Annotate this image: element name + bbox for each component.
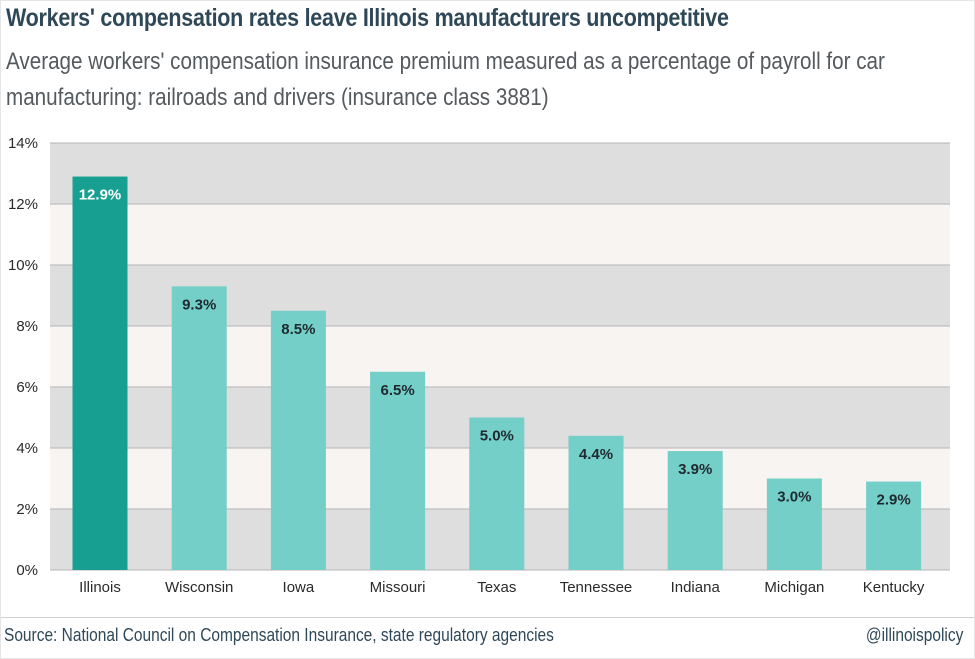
bar-iowa xyxy=(270,310,326,570)
x-tick-label: Tennessee xyxy=(560,579,633,596)
bar-kentucky xyxy=(866,481,922,570)
bar-indiana xyxy=(667,451,723,570)
x-tick-label: Iowa xyxy=(283,579,315,596)
bar-value-label: 2.9% xyxy=(876,492,910,509)
y-axis: 0% 2% 4% 6% 8% 10% 12% 14% xyxy=(8,135,38,579)
x-axis: Illinois Wisconsin Iowa Missouri Texas Tennes… xyxy=(79,579,925,596)
bar-value-label: 3.0% xyxy=(777,489,811,506)
bars: 12.9% 9.3% 8.5% 6.5% 5.0% 4.4% 3.9% 3.0% 2.9% xyxy=(72,176,922,571)
y-tick-label: 10% xyxy=(8,257,38,274)
bar-tennessee xyxy=(568,435,624,570)
y-tick-label: 8% xyxy=(16,318,38,335)
y-tick-label: 12% xyxy=(8,196,38,213)
bar-value-label: 6.5% xyxy=(380,382,414,399)
x-tick-label: Missouri xyxy=(370,579,426,596)
bar-texas xyxy=(469,417,525,570)
bar-value-label: 5.0% xyxy=(480,428,514,445)
source-note: Source: National Council on Compensation… xyxy=(4,625,554,645)
x-tick-label: Indiana xyxy=(671,579,721,596)
x-tick-label: Michigan xyxy=(764,579,824,596)
x-tick-label: Kentucky xyxy=(863,579,925,596)
y-tick-label: 0% xyxy=(16,562,38,579)
chart-subtitle: Average workers' compensation insurance … xyxy=(6,48,885,111)
bar-michigan xyxy=(766,478,822,570)
x-tick-label: Illinois xyxy=(79,579,121,596)
y-tick-label: 2% xyxy=(16,501,38,518)
x-tick-label: Wisconsin xyxy=(165,579,233,596)
bar-value-label: 8.5% xyxy=(281,321,315,338)
footer-divider xyxy=(0,617,975,618)
bar-value-label: 3.9% xyxy=(678,461,712,478)
chart-title: Workers' compensation rates leave Illino… xyxy=(6,4,729,32)
x-tick-label: Texas xyxy=(477,579,516,596)
y-tick-label: 4% xyxy=(16,440,38,457)
bar-illinois xyxy=(72,176,128,571)
y-tick-label: 14% xyxy=(8,135,38,152)
bar-chart: 0% 2% 4% 6% 8% 10% 12% 14% 12.9% 9.3% 8.5% 6.5% 5.0… xyxy=(8,135,950,596)
background-band xyxy=(50,143,950,204)
bar-value-label: 4.4% xyxy=(579,446,613,463)
background-band xyxy=(50,204,950,265)
credit-handle: @illinoispolicy xyxy=(865,625,963,645)
bar-wisconsin xyxy=(171,286,227,570)
bar-value-label: 12.9% xyxy=(79,187,122,204)
y-tick-label: 6% xyxy=(16,379,38,396)
bar-missouri xyxy=(370,371,426,570)
bar-value-label: 9.3% xyxy=(182,296,216,313)
